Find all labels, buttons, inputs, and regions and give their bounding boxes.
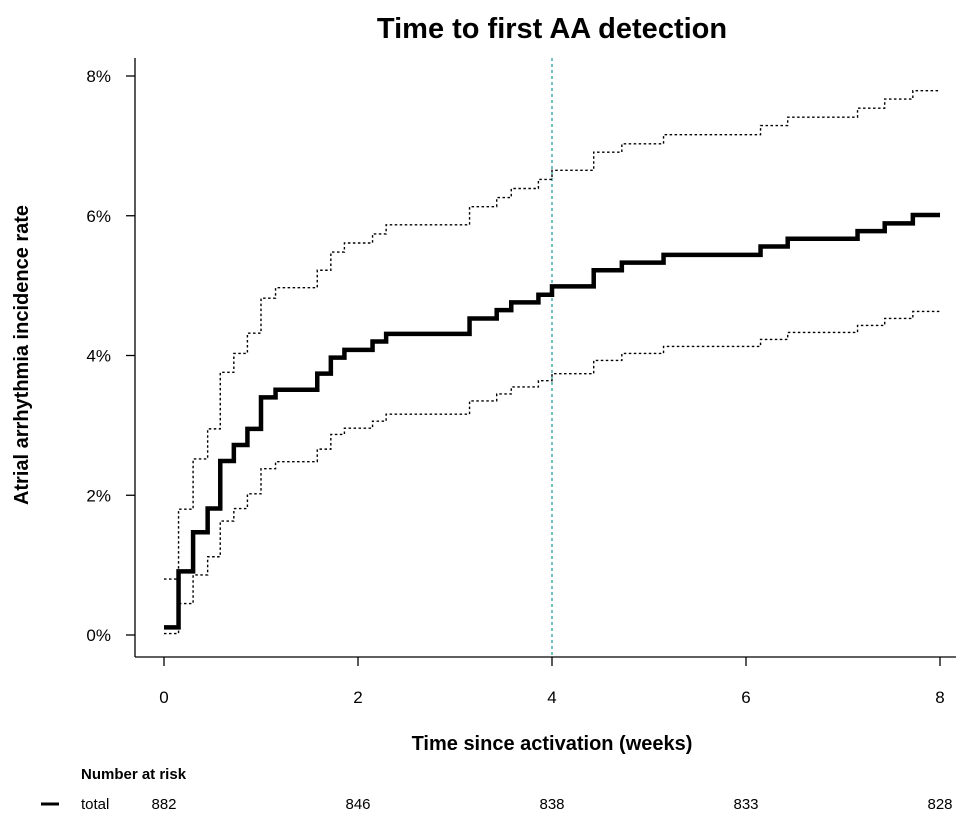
risk-values: 882 846 838 833 828 bbox=[151, 796, 952, 813]
y-tick-label: 8% bbox=[86, 67, 111, 86]
risk-value: 833 bbox=[733, 796, 758, 813]
km-estimate-line bbox=[164, 212, 940, 630]
series-group bbox=[164, 89, 940, 635]
x-axis-label: Time since activation (weeks) bbox=[412, 733, 693, 755]
risk-table: Number at risk total 882 846 838 833 828 bbox=[41, 766, 953, 813]
risk-table-title: Number at risk bbox=[81, 766, 187, 783]
y-axis-label: Atrial arrhythmia incidence rate bbox=[11, 205, 33, 505]
risk-value: 882 bbox=[151, 796, 176, 813]
risk-row-label: total bbox=[81, 796, 109, 813]
y-tick-label: 2% bbox=[86, 486, 111, 505]
axis-ticks: 0 2 4 6 8 0% 2% 4% 6% 8% bbox=[86, 67, 944, 707]
x-tick-label: 6 bbox=[741, 688, 750, 707]
y-tick-label: 0% bbox=[86, 626, 111, 645]
x-tick-label: 0 bbox=[159, 688, 168, 707]
risk-value: 828 bbox=[927, 796, 952, 813]
y-tick-label: 6% bbox=[86, 207, 111, 226]
x-tick-label: 4 bbox=[547, 688, 556, 707]
lower-ci-line bbox=[164, 310, 940, 635]
x-tick-label: 2 bbox=[353, 688, 362, 707]
risk-value: 846 bbox=[345, 796, 370, 813]
chart-title: Time to first AA detection bbox=[377, 13, 727, 45]
x-tick-label: 8 bbox=[935, 688, 944, 707]
y-tick-label: 4% bbox=[86, 347, 111, 366]
risk-value: 838 bbox=[539, 796, 564, 813]
plot-area: 0 2 4 6 8 0% 2% 4% 6% 8% bbox=[86, 58, 956, 707]
